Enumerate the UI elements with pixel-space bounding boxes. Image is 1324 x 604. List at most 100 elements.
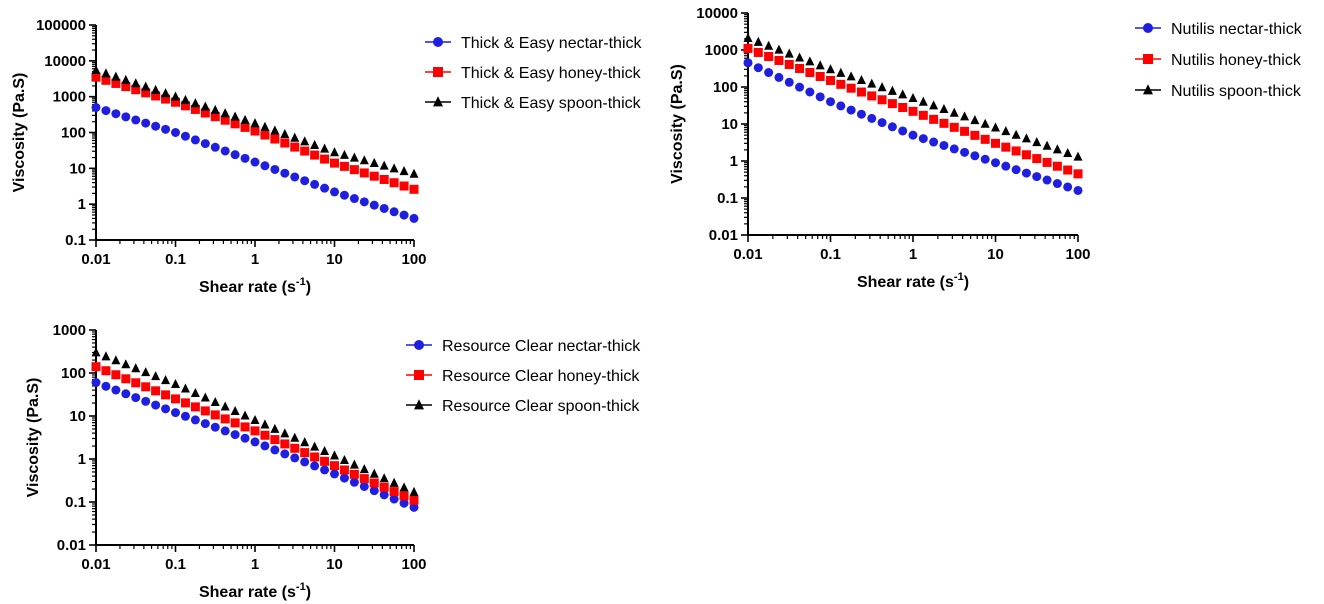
x-tick-label: 10 — [326, 556, 343, 573]
data-point — [230, 150, 240, 160]
data-point — [1063, 165, 1073, 175]
x-tick-label: 10 — [987, 246, 1004, 263]
y-tick-label: 1 — [730, 153, 738, 170]
data-point — [310, 139, 320, 149]
data-point — [409, 486, 419, 496]
data-point — [101, 106, 111, 116]
data-point — [764, 51, 774, 61]
data-point — [180, 94, 190, 104]
data-point — [846, 83, 856, 93]
data-point — [349, 459, 359, 469]
data-point — [260, 419, 270, 429]
data-point — [300, 457, 310, 467]
data-point — [121, 82, 131, 92]
series-circle — [91, 378, 419, 512]
y-tick-label: 10000 — [44, 53, 86, 70]
data-point — [171, 91, 180, 101]
data-point — [856, 109, 866, 119]
data-point — [280, 428, 290, 438]
data-point — [151, 386, 161, 396]
series-circle — [743, 58, 1083, 195]
data-point — [161, 94, 171, 104]
data-point — [359, 481, 369, 491]
data-point — [1001, 161, 1011, 171]
data-point — [151, 400, 161, 410]
legend-label: Thick & Easy spoon-thick — [461, 95, 642, 112]
data-point — [774, 55, 784, 65]
y-tick-label: 0.1 — [65, 232, 86, 249]
legend-label: Nutilis honey-thick — [1171, 52, 1302, 69]
data-point — [190, 415, 200, 425]
data-point — [826, 64, 835, 74]
data-point — [180, 383, 190, 393]
data-point — [389, 494, 399, 504]
data-point — [190, 402, 200, 412]
data-point — [795, 52, 805, 62]
data-point — [270, 125, 280, 135]
data-point — [918, 110, 928, 120]
data-point — [171, 408, 180, 418]
legend-label: Thick & Easy honey-thick — [461, 65, 642, 82]
x-tick-label: 100 — [401, 251, 426, 268]
data-point — [349, 165, 359, 175]
data-point — [320, 456, 330, 466]
legend-marker — [414, 370, 424, 380]
data-point — [805, 67, 815, 77]
data-point — [1052, 179, 1062, 189]
y-tick-label: 100 — [61, 125, 86, 142]
data-point — [1052, 144, 1062, 154]
data-point — [1073, 169, 1083, 179]
data-point — [200, 108, 210, 118]
data-point — [409, 184, 419, 194]
data-point — [330, 158, 339, 168]
y-axis-title: Viscosity (Pa.S) — [669, 64, 686, 184]
data-point — [743, 58, 753, 68]
legend-marker — [414, 340, 424, 350]
data-point — [389, 207, 399, 217]
data-point — [908, 106, 918, 116]
data-point — [399, 498, 409, 508]
data-point — [1032, 172, 1042, 182]
data-point — [220, 414, 230, 424]
data-point — [250, 126, 260, 136]
data-point — [141, 396, 151, 406]
data-point — [764, 40, 774, 50]
data-point — [131, 85, 141, 95]
data-point — [180, 411, 190, 421]
legend-marker — [1143, 23, 1153, 33]
data-point — [330, 469, 339, 479]
data-point — [846, 105, 856, 115]
data-point — [220, 426, 230, 436]
data-point — [111, 370, 121, 380]
data-point — [141, 367, 151, 377]
y-tick-label: 1 — [78, 451, 86, 468]
data-point — [349, 152, 359, 162]
data-point — [220, 146, 230, 156]
data-point — [795, 82, 805, 92]
data-point — [339, 161, 349, 171]
series-triangle — [91, 347, 419, 496]
data-point — [369, 171, 379, 181]
data-point — [908, 130, 918, 140]
data-point — [929, 114, 939, 124]
data-point — [250, 426, 260, 436]
y-tick-label: 0.1 — [65, 494, 86, 511]
data-point — [220, 401, 230, 411]
data-point — [260, 161, 270, 171]
data-point — [171, 394, 180, 404]
legend-marker — [433, 37, 443, 47]
data-point — [815, 60, 825, 70]
data-point — [918, 134, 928, 144]
legend-marker — [1143, 84, 1153, 95]
data-point — [991, 138, 1000, 148]
data-point — [300, 448, 310, 458]
data-point — [220, 108, 230, 118]
data-point — [1021, 133, 1031, 143]
data-point — [131, 363, 141, 373]
data-point — [774, 72, 784, 82]
data-point — [836, 67, 846, 77]
data-point — [300, 437, 310, 447]
data-point — [960, 147, 970, 157]
legend-label: Resource Clear nectar-thick — [442, 338, 641, 355]
data-point — [1001, 126, 1011, 136]
